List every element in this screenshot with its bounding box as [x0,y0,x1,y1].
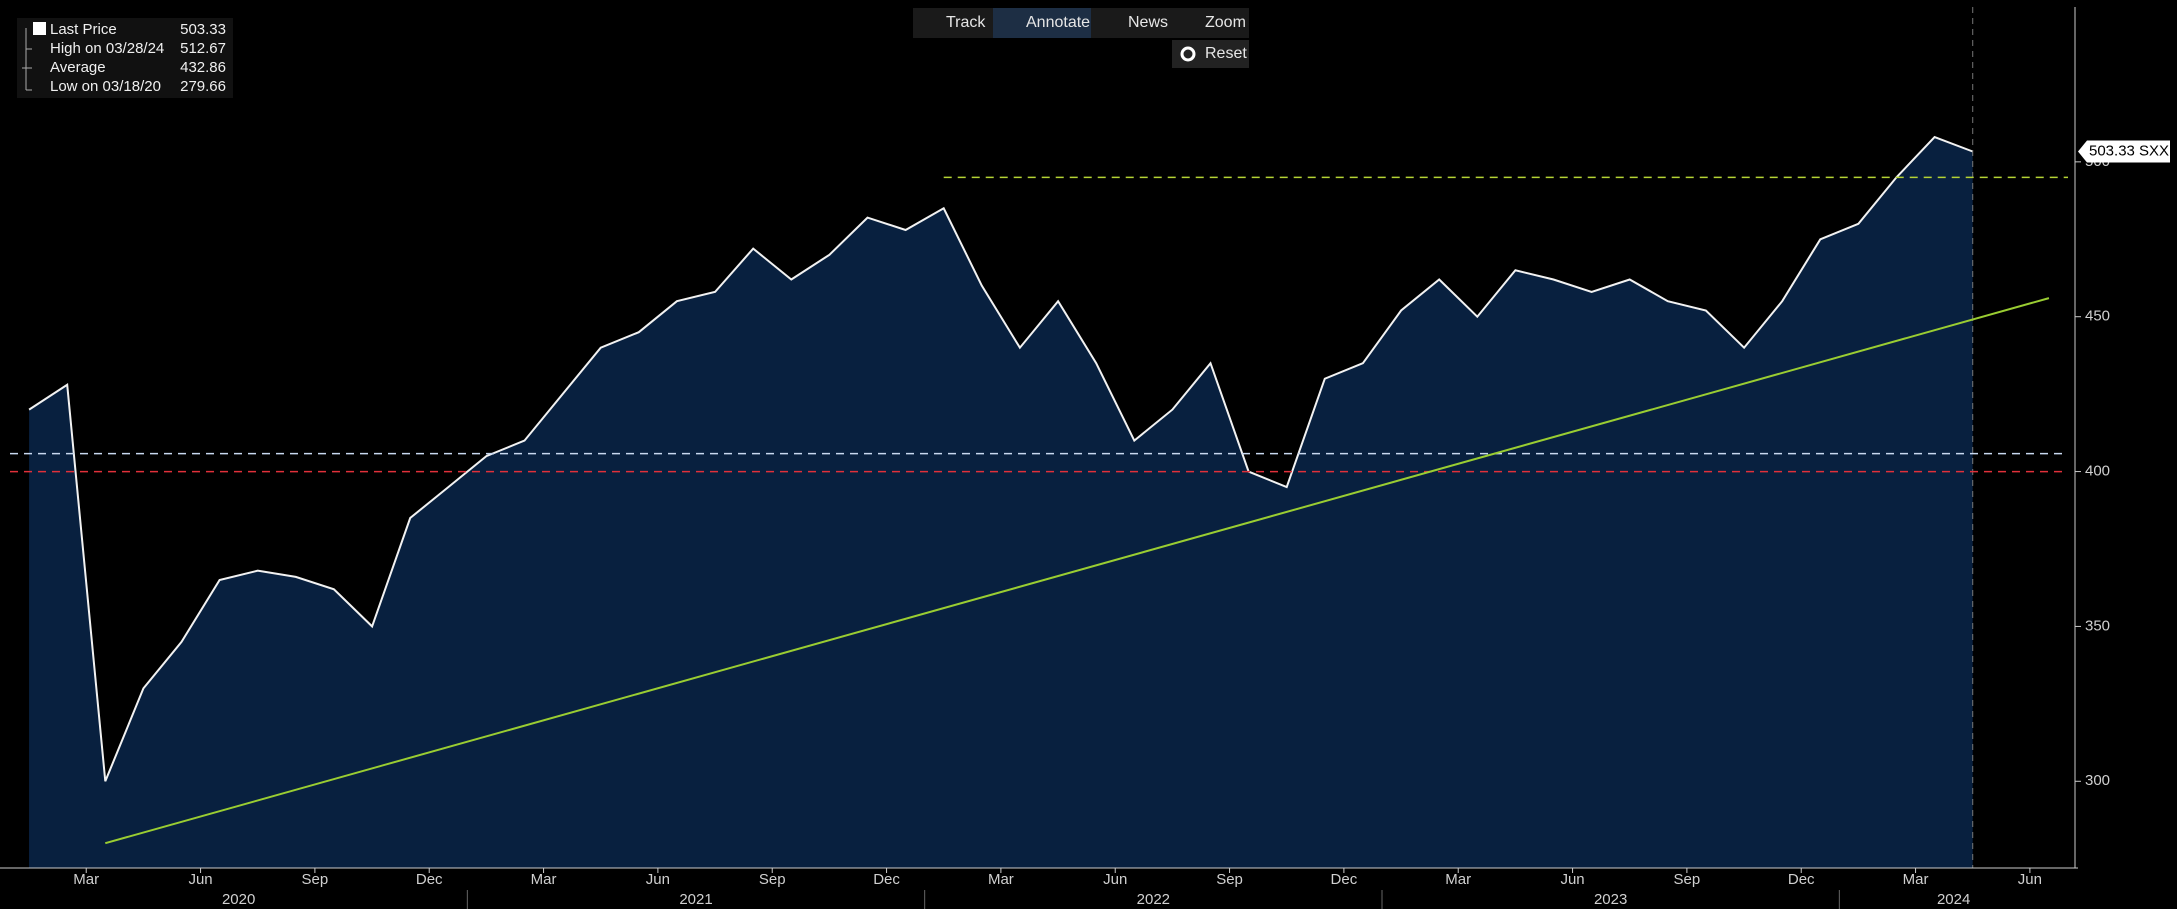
x-tick-label: Jun [646,871,670,888]
y-tick-label: 350 [2085,617,2110,634]
trendline [105,297,2050,845]
x-tick-label: Mar [1903,871,1929,888]
legend-value: 279.66 [180,78,226,95]
year-label: 2023 [1594,891,1627,908]
price-line [28,135,1974,782]
legend-value: 512.67 [180,40,226,57]
x-tick-label: Jun [1103,871,1127,888]
year-label: 2024 [1937,891,1970,908]
y-tick-label: 450 [2085,308,2110,325]
x-tick-label: Dec [873,871,900,888]
legend-box [17,18,233,98]
x-tick-label: Jun [188,871,212,888]
toolbar-active [993,8,1091,38]
area [29,137,1973,868]
reset-icon [1180,46,1196,62]
x-tick-label: Mar [531,871,557,888]
toolbar-button[interactable]: Zoom [1205,14,1246,31]
legend-value: 432.86 [180,59,226,76]
reset-button[interactable]: Reset [1205,45,1247,62]
toolbar-button[interactable]: Track [946,14,986,31]
x-tick-label: Dec [416,871,443,888]
x-tick-label: Jun [1560,871,1584,888]
year-label: 2020 [222,891,255,908]
x-tick-label: Sep [302,871,329,888]
y-tick-label: 300 [2085,772,2110,789]
x-tick-label: Mar [1445,871,1471,888]
price-tag: 503.33 SXXP [2089,143,2177,160]
reset-bg [1172,40,1249,68]
year-label: 2021 [679,891,712,908]
price-tag-bg [2078,140,2170,163]
legend-label: High on 03/28/24 [50,40,164,57]
legend-value: 503.33 [180,21,226,38]
x-tick-label: Mar [73,871,99,888]
legend-label: Low on 03/18/20 [50,78,161,95]
toolbar: Track Annotate News Zoom Reset [913,8,1249,68]
x-tick-label: Sep [1674,871,1701,888]
x-tick-label: Jun [2018,871,2042,888]
legend: Last Price 503.33 High on 03/28/24 512.6… [17,18,233,98]
x-tick-label: Sep [759,871,786,888]
axes: 300350400450500503.33 SXXPMarJunSepDecMa… [0,7,2177,909]
x-tick-label: Mar [988,871,1014,888]
y-tick-label: 400 [2085,463,2110,480]
toolbar-button[interactable]: Annotate [1026,14,1090,31]
legend-label: Average [50,59,106,76]
plot-area [10,7,2068,868]
year-label: 2022 [1137,891,1170,908]
legend-swatch [33,22,46,35]
legend-label: Last Price [50,21,117,38]
x-tick-label: Sep [1216,871,1243,888]
x-tick-label: Dec [1331,871,1358,888]
x-tick-label: Dec [1788,871,1815,888]
legend-tree [22,28,32,91]
toolbar-button[interactable]: News [1128,14,1168,31]
